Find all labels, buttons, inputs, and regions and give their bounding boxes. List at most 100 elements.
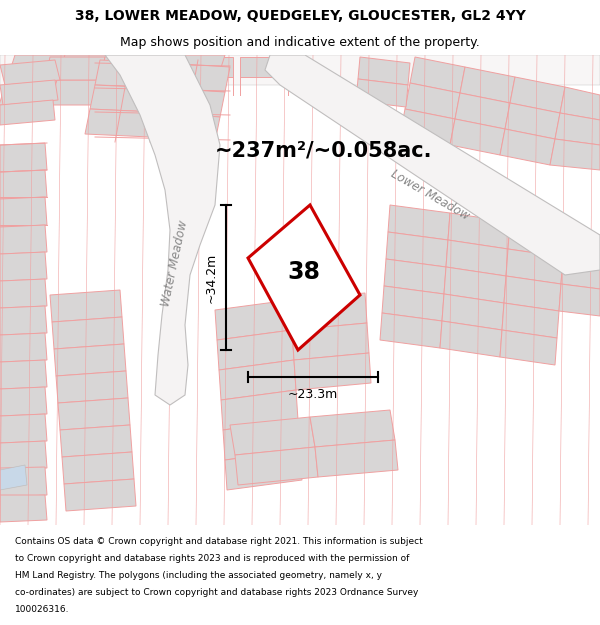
Polygon shape	[0, 387, 47, 416]
Text: Lower Meadow: Lower Meadow	[389, 168, 472, 222]
Polygon shape	[7, 55, 65, 80]
Text: ~237m²/~0.058ac.: ~237m²/~0.058ac.	[215, 140, 433, 160]
Polygon shape	[0, 225, 47, 254]
Polygon shape	[230, 417, 315, 455]
Polygon shape	[215, 300, 292, 340]
Polygon shape	[0, 441, 47, 470]
Polygon shape	[223, 420, 300, 460]
Polygon shape	[294, 353, 371, 390]
Polygon shape	[0, 80, 57, 105]
Polygon shape	[185, 57, 233, 77]
Polygon shape	[500, 129, 555, 165]
Polygon shape	[56, 371, 128, 403]
Text: Water Meadow: Water Meadow	[160, 219, 190, 308]
Polygon shape	[386, 232, 448, 267]
Polygon shape	[235, 447, 318, 485]
Polygon shape	[62, 452, 134, 484]
Polygon shape	[64, 479, 136, 511]
Polygon shape	[58, 398, 130, 430]
Polygon shape	[52, 317, 124, 349]
Polygon shape	[45, 57, 105, 80]
Polygon shape	[0, 360, 47, 389]
Polygon shape	[99, 80, 162, 105]
Polygon shape	[57, 55, 115, 80]
Text: 38: 38	[287, 260, 320, 284]
Text: ~23.3m: ~23.3m	[288, 389, 338, 401]
Polygon shape	[219, 360, 296, 400]
Polygon shape	[559, 284, 600, 316]
Polygon shape	[315, 440, 398, 477]
Polygon shape	[20, 57, 68, 77]
Polygon shape	[506, 249, 563, 284]
Polygon shape	[0, 197, 47, 227]
Polygon shape	[100, 57, 160, 80]
Polygon shape	[95, 60, 165, 87]
Polygon shape	[450, 119, 505, 155]
Text: 38, LOWER MEADOW, QUEDGELEY, GLOUCESTER, GL2 4YY: 38, LOWER MEADOW, QUEDGELEY, GLOUCESTER,…	[74, 9, 526, 24]
Polygon shape	[0, 143, 47, 172]
Polygon shape	[130, 57, 178, 77]
Polygon shape	[444, 267, 506, 303]
Polygon shape	[310, 410, 395, 447]
Text: co-ordinates) are subject to Crown copyright and database rights 2023 Ordnance S: co-ordinates) are subject to Crown copyr…	[15, 588, 418, 597]
Polygon shape	[290, 293, 367, 330]
Text: to Crown copyright and database rights 2023 and is reproduced with the permissio: to Crown copyright and database rights 2…	[15, 554, 409, 563]
Text: HM Land Registry. The polygons (including the associated geometry, namely x, y: HM Land Registry. The polygons (includin…	[15, 571, 382, 580]
Polygon shape	[356, 79, 408, 107]
Polygon shape	[60, 425, 132, 457]
Polygon shape	[410, 57, 465, 93]
Polygon shape	[0, 467, 47, 497]
Polygon shape	[442, 294, 504, 330]
Polygon shape	[358, 57, 410, 85]
Polygon shape	[0, 495, 47, 522]
Polygon shape	[0, 414, 47, 443]
Polygon shape	[504, 276, 561, 311]
Polygon shape	[500, 330, 557, 365]
Polygon shape	[505, 103, 560, 139]
Polygon shape	[0, 465, 27, 490]
Polygon shape	[90, 85, 160, 112]
Polygon shape	[405, 83, 460, 119]
Polygon shape	[160, 63, 230, 92]
Polygon shape	[0, 333, 47, 362]
Polygon shape	[460, 67, 515, 103]
Text: Map shows position and indicative extent of the property.: Map shows position and indicative extent…	[120, 36, 480, 49]
Polygon shape	[560, 87, 600, 120]
Text: Contains OS data © Crown copyright and database right 2021. This information is : Contains OS data © Crown copyright and d…	[15, 537, 423, 546]
Polygon shape	[400, 109, 455, 145]
Polygon shape	[0, 306, 47, 335]
Polygon shape	[0, 100, 55, 125]
Polygon shape	[555, 113, 600, 145]
Polygon shape	[455, 93, 510, 129]
Polygon shape	[563, 230, 600, 262]
Polygon shape	[85, 109, 155, 137]
Polygon shape	[0, 279, 47, 308]
Polygon shape	[154, 80, 217, 105]
Polygon shape	[248, 205, 360, 350]
Polygon shape	[155, 88, 225, 117]
Polygon shape	[0, 252, 47, 281]
Polygon shape	[265, 55, 600, 275]
Polygon shape	[382, 286, 444, 321]
Polygon shape	[292, 323, 369, 360]
Polygon shape	[162, 55, 225, 80]
Polygon shape	[440, 321, 502, 357]
Polygon shape	[508, 222, 565, 257]
Polygon shape	[150, 112, 220, 142]
Polygon shape	[550, 139, 600, 170]
Polygon shape	[50, 290, 122, 322]
Polygon shape	[380, 313, 442, 348]
Polygon shape	[510, 77, 565, 113]
Polygon shape	[388, 205, 450, 240]
Text: 100026316.: 100026316.	[15, 605, 70, 614]
Polygon shape	[0, 60, 60, 85]
Polygon shape	[221, 390, 298, 430]
Polygon shape	[49, 80, 107, 105]
Polygon shape	[502, 303, 559, 338]
Polygon shape	[225, 450, 302, 490]
Polygon shape	[54, 344, 126, 376]
Polygon shape	[75, 57, 123, 77]
Polygon shape	[0, 80, 58, 105]
Text: ~34.2m: ~34.2m	[205, 253, 218, 302]
Polygon shape	[217, 330, 294, 370]
